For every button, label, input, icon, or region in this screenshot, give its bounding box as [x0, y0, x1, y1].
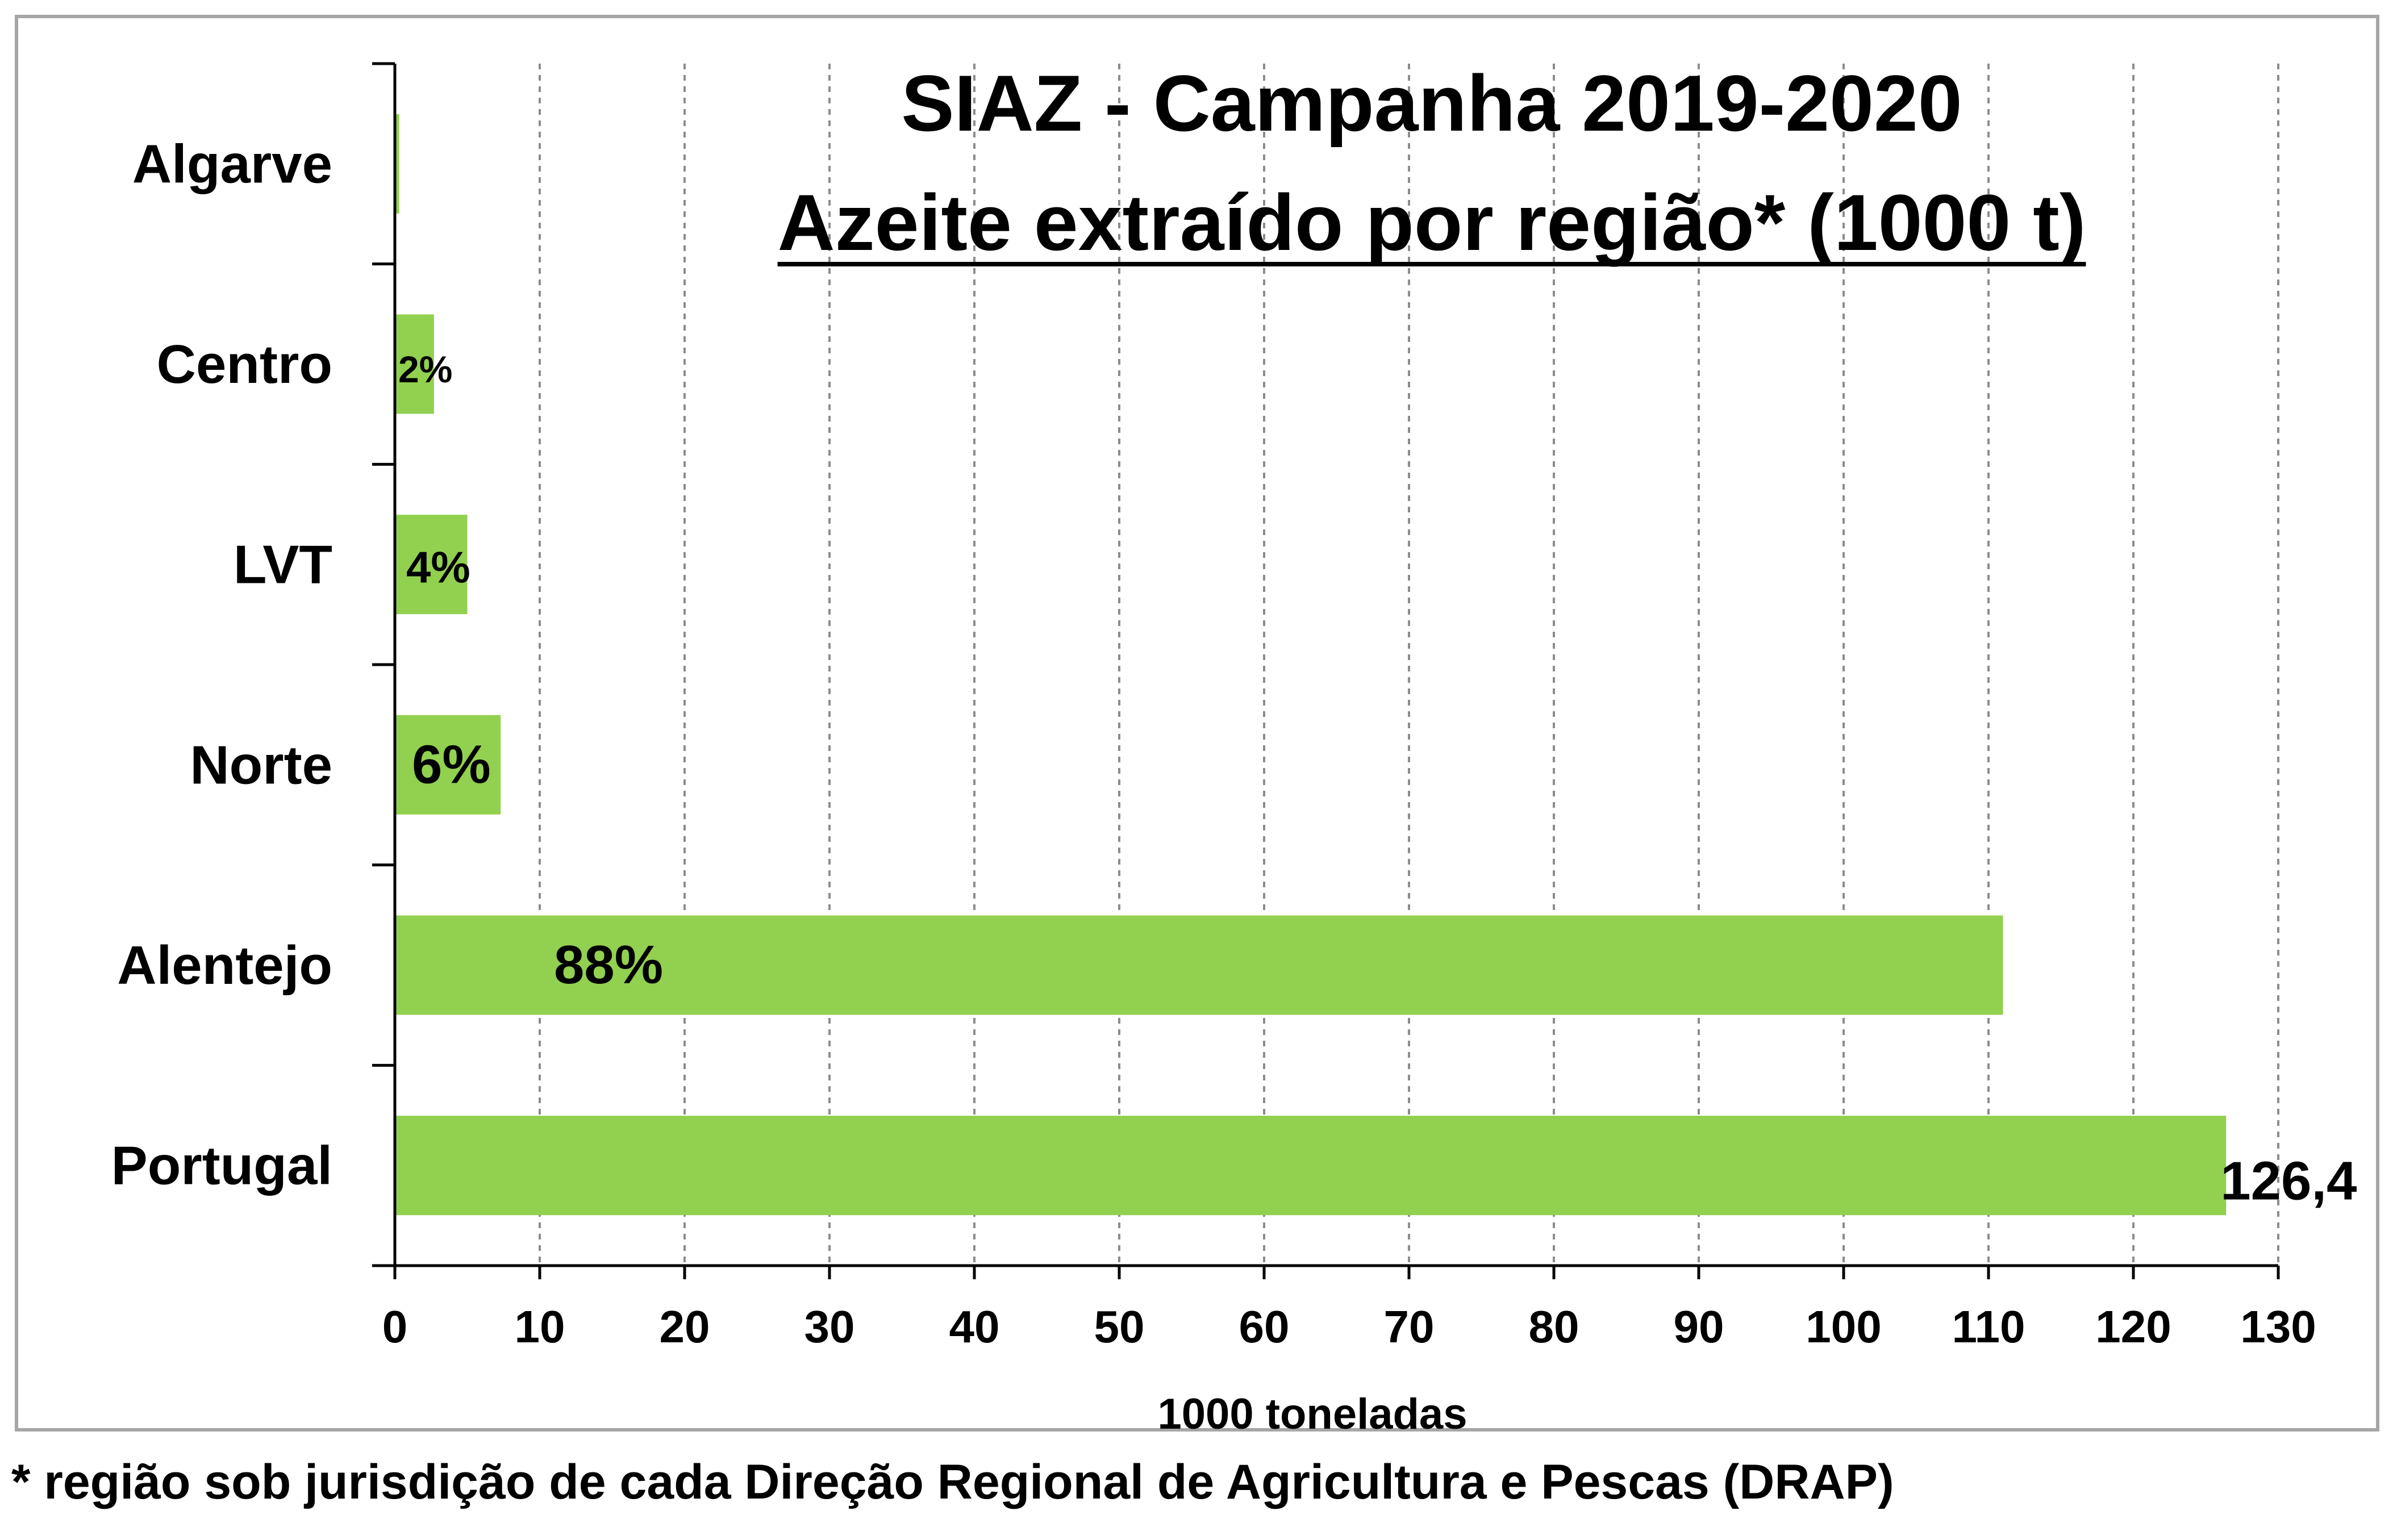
data-label: 4% — [406, 542, 470, 592]
x-tick-label: 30 — [804, 1301, 855, 1352]
category-label: Centro — [157, 334, 332, 395]
category-label: LVT — [234, 535, 332, 595]
x-tick-label: 10 — [515, 1301, 565, 1352]
category-label: Portugal — [111, 1136, 332, 1196]
bar — [395, 1116, 2227, 1216]
x-tick-label: 100 — [1806, 1301, 1881, 1352]
data-label: 126,4 — [2220, 1151, 2357, 1212]
category-label: Alentejo — [117, 935, 332, 996]
bar — [395, 314, 434, 414]
x-tick-label: 40 — [949, 1301, 1000, 1352]
x-tick-label: 60 — [1239, 1301, 1290, 1352]
data-label: 88% — [554, 934, 663, 995]
data-label: 6% — [412, 734, 491, 795]
x-tick-label: 50 — [1094, 1301, 1145, 1352]
x-tick-label: 70 — [1384, 1301, 1435, 1352]
bar-chart: 0 10 20 30 40 50 60 70 80 90 100 110 120 130 Algarve Ce… — [111, 59, 2357, 1438]
grid-lines — [539, 64, 2279, 1266]
data-label: 2% — [398, 348, 452, 390]
bar — [395, 114, 399, 214]
bar — [395, 915, 2003, 1015]
bars — [395, 114, 2227, 1216]
bar — [395, 715, 501, 815]
chart-title: SIAZ - Campanha 2019-2020 — [901, 59, 1962, 148]
x-tick-label: 20 — [660, 1301, 710, 1352]
category-label: Algarve — [132, 133, 332, 194]
x-tick-label: 80 — [1529, 1301, 1579, 1352]
x-axis-label: 1000 toneladas — [1158, 1390, 1468, 1438]
x-tick-label: 120 — [2095, 1301, 2171, 1352]
x-tick-label: 130 — [2240, 1301, 2316, 1352]
x-tick-label: 110 — [1952, 1301, 2025, 1352]
axes: 0 10 20 30 40 50 60 70 80 90 100 110 120 130 Algarve Ce… — [111, 62, 2357, 1352]
bar — [395, 515, 468, 615]
x-tick-label: 90 — [1674, 1301, 1724, 1352]
x-tick-label: 0 — [382, 1301, 408, 1352]
chart-subtitle: Azeite extraído por região* (1000 t) — [778, 178, 2086, 267]
footnote: * região sob jurisdição de cada Direção … — [11, 1455, 1894, 1509]
category-label: Norte — [190, 734, 332, 795]
